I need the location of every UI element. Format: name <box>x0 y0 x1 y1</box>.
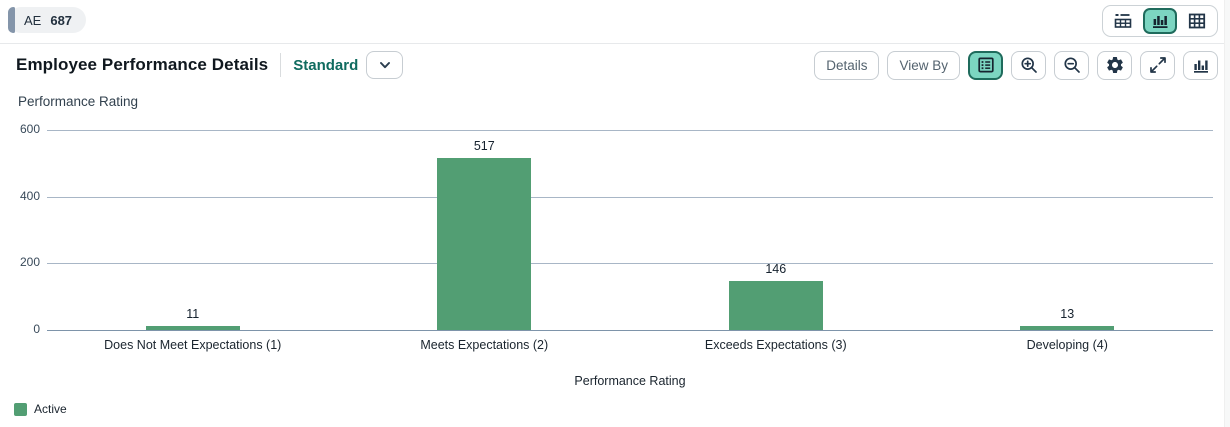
top-bar: AE 687 <box>0 0 1230 44</box>
plot-area: 11 Does Not Meet Expectations (1) 517 Meets… <box>47 130 1213 352</box>
entity-badge[interactable]: AE 687 <box>8 7 87 33</box>
chart-legend: Active <box>14 402 1230 416</box>
variant-label[interactable]: Standard <box>293 56 359 74</box>
page-header: Employee Performance Details Standard De… <box>16 48 1218 82</box>
zoom-out-button[interactable] <box>1054 50 1089 80</box>
badge-count: 687 <box>50 12 73 28</box>
view-switcher-table[interactable] <box>1180 8 1214 34</box>
chart-type-button[interactable] <box>1183 50 1218 80</box>
variant-dropdown-button[interactable] <box>366 51 404 79</box>
page-title: Employee Performance Details <box>16 55 269 74</box>
bar-chart-icon <box>1150 11 1170 31</box>
legend-swatch[interactable] <box>14 402 27 416</box>
settings-button[interactable] <box>1097 50 1132 80</box>
legend-toggle-button[interactable] <box>968 50 1003 80</box>
gridline <box>47 263 1213 265</box>
x-category-label: Does Not Meet Expectations (1) <box>104 338 282 352</box>
chart-plot-wrapper: 11 Does Not Meet Expectations (1) 517 Meets… <box>0 120 1230 358</box>
details-button[interactable]: Details <box>814 50 880 80</box>
grid-table-icon <box>1187 11 1207 31</box>
x-category-label: Exceeds Expectations (3) <box>704 338 847 352</box>
zoom-in-icon <box>1019 55 1039 75</box>
x-axis-title: Performance Rating <box>574 374 686 388</box>
x-axis-line <box>47 330 1213 331</box>
chart-title: Performance Rating <box>18 94 139 109</box>
bar[interactable] <box>728 281 823 330</box>
zoom-in-button[interactable] <box>1011 50 1046 80</box>
badge-label: AE <box>24 12 42 28</box>
view-switcher <box>1102 5 1218 37</box>
bar[interactable] <box>437 157 532 330</box>
bar-value-label: 13 <box>1060 306 1075 321</box>
chart-table-icon <box>1113 11 1133 31</box>
bar-value-label: 11 <box>186 307 200 322</box>
x-category-label: Meets Expectations (2) <box>420 338 549 352</box>
gear-icon <box>1105 55 1125 75</box>
column-chart-icon <box>1191 55 1211 75</box>
view-switcher-chart[interactable] <box>1143 8 1177 34</box>
y-tick-label: 400 <box>19 188 40 203</box>
bar-value-label: 517 <box>473 138 495 153</box>
bar[interactable] <box>1020 325 1115 330</box>
x-category-label: Developing (4) <box>1026 338 1108 352</box>
legend-item-label[interactable]: Active <box>34 402 67 416</box>
y-tick-label: 600 <box>19 122 40 136</box>
y-tick-label: 0 <box>33 322 40 336</box>
legend-icon <box>976 55 996 75</box>
fullscreen-icon <box>1148 55 1168 75</box>
view-switcher-chart-table[interactable] <box>1106 8 1140 34</box>
scrollbar[interactable] <box>1224 0 1230 427</box>
chevron-down-icon <box>377 57 393 73</box>
gridline <box>47 130 1213 131</box>
bar[interactable] <box>145 326 240 330</box>
view-by-button[interactable]: View By <box>887 50 960 80</box>
gridline <box>47 196 1213 198</box>
header-toolbar: Details View By <box>814 50 1218 80</box>
bar-value-label: 146 <box>765 262 787 277</box>
y-tick-label: 200 <box>19 255 40 270</box>
fullscreen-button[interactable] <box>1140 50 1175 80</box>
header-divider <box>280 53 282 77</box>
zoom-out-icon <box>1062 55 1082 75</box>
